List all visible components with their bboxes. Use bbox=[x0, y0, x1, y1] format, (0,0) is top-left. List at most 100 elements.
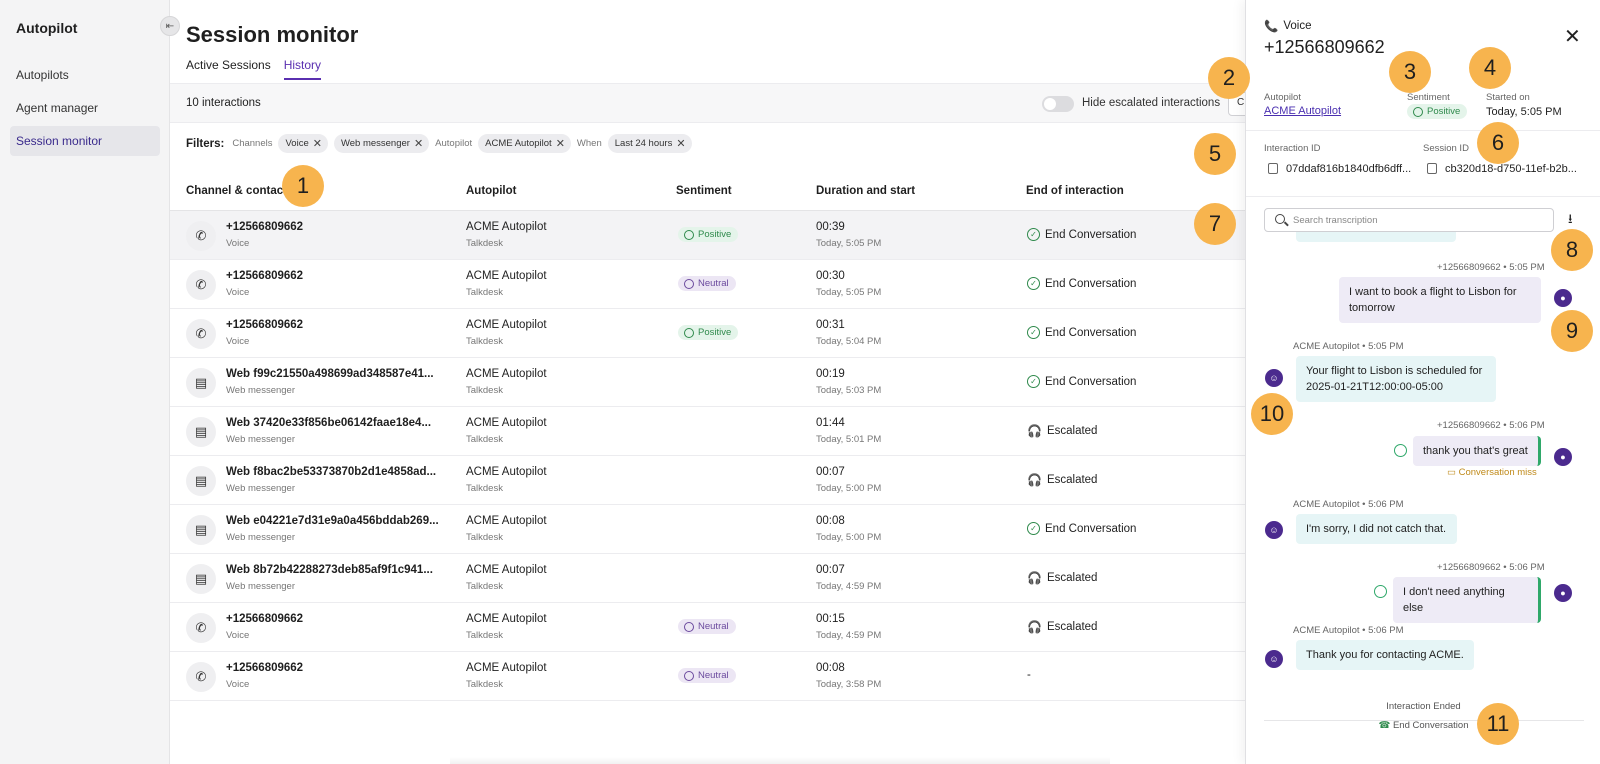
interaction-ended-label: Interaction Ended bbox=[1386, 701, 1461, 712]
duration: 00:07 bbox=[816, 564, 845, 576]
smile-icon bbox=[1394, 444, 1407, 457]
column-header-duration[interactable]: Duration and start bbox=[816, 185, 916, 197]
close-icon[interactable]: ✕ bbox=[676, 138, 686, 150]
headset-icon: 🎧 bbox=[1027, 620, 1042, 634]
check-circle-icon: ✓ bbox=[1027, 326, 1040, 339]
end-of-interaction: ✓ End Conversation bbox=[1027, 375, 1136, 388]
start-time: Today, 5:00 PM bbox=[816, 532, 882, 543]
column-header-channel[interactable]: Channel & contact bbox=[186, 185, 287, 197]
filter-chip-web-messenger[interactable]: Web messenger ✕ bbox=[333, 134, 430, 153]
close-icon[interactable]: ✕ bbox=[312, 138, 322, 150]
sidebar-item-autopilots[interactable]: Autopilots bbox=[16, 68, 69, 82]
phone-icon: ✆ bbox=[186, 221, 216, 251]
close-icon[interactable]: ✕ bbox=[555, 138, 565, 150]
duration: 00:07 bbox=[816, 466, 845, 478]
duration: 00:31 bbox=[816, 319, 845, 331]
interaction-id-value: 07ddaf816b1840dfb6dff... bbox=[1286, 163, 1412, 175]
sentiment-value: Positive bbox=[698, 327, 732, 338]
start-time: Today, 5:03 PM bbox=[816, 385, 882, 396]
contact-name: +12566809662 bbox=[226, 662, 304, 674]
panel-channel: 📞 Voice bbox=[1264, 19, 1311, 33]
column-header-end[interactable]: End of interaction bbox=[1026, 185, 1124, 197]
end-label: End Conversation bbox=[1045, 522, 1137, 535]
end-of-interaction: ✓ End Conversation bbox=[1027, 326, 1136, 339]
table-row[interactable]: ▤ Web f8bac2be53373870b2d1e4858ad... Web m… bbox=[170, 456, 1245, 505]
sidebar-item-agent-manager[interactable]: Agent manager bbox=[16, 101, 99, 115]
table-row[interactable]: ✆ +12566809662 Voice ACME Autopilot Talkdesk… bbox=[170, 309, 1245, 358]
phone-icon: 📞 bbox=[1264, 21, 1279, 33]
table-row[interactable]: ▤ Web 8b72b42288273deb85af9f1c941... Web m… bbox=[170, 554, 1245, 603]
channel-type: Web messenger bbox=[226, 483, 295, 494]
callout-3: 3 bbox=[1389, 51, 1431, 93]
chip-label: Voice bbox=[285, 138, 309, 149]
bottom-shadow bbox=[450, 757, 1110, 764]
contact-name: +12566809662 bbox=[226, 319, 304, 331]
filter-chip-when[interactable]: Last 24 hours ✕ bbox=[607, 134, 692, 153]
callout-5: 5 bbox=[1194, 133, 1236, 175]
start-time: Today, 5:05 PM bbox=[816, 238, 882, 249]
end-label: End Conversation bbox=[1045, 277, 1137, 290]
contact-name: Web 8b72b42288273deb85af9f1c941... bbox=[226, 564, 433, 576]
autopilot-name: ACME Autopilot bbox=[466, 564, 547, 576]
session-id-value: cb320d18-d750-11ef-b2b... bbox=[1445, 163, 1577, 175]
phone-icon: ✆ bbox=[186, 319, 216, 349]
table-row[interactable]: ✆ +12566809662 Voice ACME Autopilot Talkdesk… bbox=[170, 211, 1245, 260]
table-row[interactable]: ▤ Web e04221e7d31e9a0a456bddab269... Web m… bbox=[170, 505, 1245, 554]
table-row[interactable]: ▤ Web f99c21550a498699ad348587e41... Web m… bbox=[170, 358, 1245, 407]
autopilot-org: Talkdesk bbox=[466, 385, 503, 396]
panel-phone-number: +12566809662 bbox=[1264, 37, 1385, 57]
column-header-autopilot[interactable]: Autopilot bbox=[466, 185, 517, 197]
interaction-id-label: Interaction ID bbox=[1264, 143, 1321, 154]
channel-type: Web messenger bbox=[226, 434, 295, 445]
ended-reason-text: End Conversation bbox=[1392, 720, 1469, 731]
start-time: Today, 5:04 PM bbox=[816, 336, 882, 347]
user-avatar-icon: ● bbox=[1554, 289, 1572, 307]
conversation-miss-note[interactable]: ▭ Conversation miss bbox=[1447, 467, 1537, 478]
face-icon bbox=[684, 621, 694, 632]
table-row[interactable]: ✆ +12566809662 Voice ACME Autopilot Talkdesk… bbox=[170, 260, 1245, 309]
contact-name: Web 37420e33f856be06142faae18e4... bbox=[226, 417, 432, 429]
sidebar-item-session-monitor[interactable]: Session monitor bbox=[10, 126, 160, 156]
conversation-miss-label: Conversation miss bbox=[1458, 467, 1537, 478]
column-header-sentiment[interactable]: Sentiment bbox=[676, 185, 732, 197]
end-label: Escalated bbox=[1046, 621, 1098, 633]
panel-channel-label: Voice bbox=[1283, 20, 1312, 32]
close-icon[interactable]: ✕ bbox=[413, 138, 424, 150]
start-time: Today, 4:59 PM bbox=[816, 581, 882, 592]
table-row[interactable]: ▤ Web 37420e33f856be06142faae18e4... Web m… bbox=[170, 407, 1245, 456]
filter-chip-autopilot[interactable]: ACME Autopilot ✕ bbox=[478, 134, 571, 153]
channel-type: Voice bbox=[226, 336, 250, 347]
session-id: cb320d18-d750-11ef-b2b... bbox=[1427, 163, 1577, 175]
channel-type: Web messenger bbox=[226, 385, 295, 396]
close-icon[interactable]: ✕ bbox=[1564, 26, 1581, 48]
callout-11: 11 bbox=[1477, 703, 1519, 745]
tab-history[interactable]: History bbox=[283, 58, 322, 80]
copy-icon[interactable] bbox=[1427, 163, 1437, 174]
search-transcription-input[interactable]: Search transcription bbox=[1264, 208, 1554, 232]
table-row[interactable]: ✆ +12566809662 Voice ACME Autopilot Talkdesk… bbox=[170, 652, 1245, 701]
chip-label: ACME Autopilot bbox=[485, 138, 552, 149]
divider bbox=[1264, 720, 1584, 721]
tab-active-sessions[interactable]: Active Sessions bbox=[186, 58, 271, 72]
filter-chip-voice[interactable]: Voice ✕ bbox=[278, 134, 328, 153]
copy-icon[interactable] bbox=[1268, 163, 1278, 174]
collapse-sidebar-icon[interactable]: ⇤ bbox=[160, 16, 180, 36]
autopilot-org: Talkdesk bbox=[466, 483, 503, 494]
autopilot-label: Autopilot bbox=[1264, 92, 1301, 103]
start-time: Today, 4:59 PM bbox=[816, 630, 882, 641]
channel-type: Voice bbox=[226, 679, 250, 690]
end-of-interaction: 🎧 Escalated bbox=[1027, 473, 1097, 487]
sentiment-badge: Neutral bbox=[678, 619, 736, 634]
autopilot-name: ACME Autopilot bbox=[466, 466, 547, 478]
check-circle-icon: ✓ bbox=[1027, 228, 1040, 241]
table-row[interactable]: ✆ +12566809662 Voice ACME Autopilot Talkdesk… bbox=[170, 603, 1245, 652]
hide-escalated-toggle[interactable] bbox=[1042, 96, 1074, 112]
autopilot-link[interactable]: ACME Autopilot bbox=[1264, 105, 1342, 117]
filters-label: Filters: bbox=[186, 137, 225, 150]
download-icon[interactable]: ⭳ bbox=[1568, 211, 1573, 226]
interaction-ended-reason: ☎ End Conversation bbox=[1246, 720, 1600, 731]
autopilot-name: ACME Autopilot bbox=[466, 368, 547, 380]
end-of-interaction: ✓ End Conversation bbox=[1027, 522, 1136, 535]
autopilot-name: ACME Autopilot bbox=[466, 319, 547, 331]
end-label: Escalated bbox=[1046, 474, 1098, 486]
